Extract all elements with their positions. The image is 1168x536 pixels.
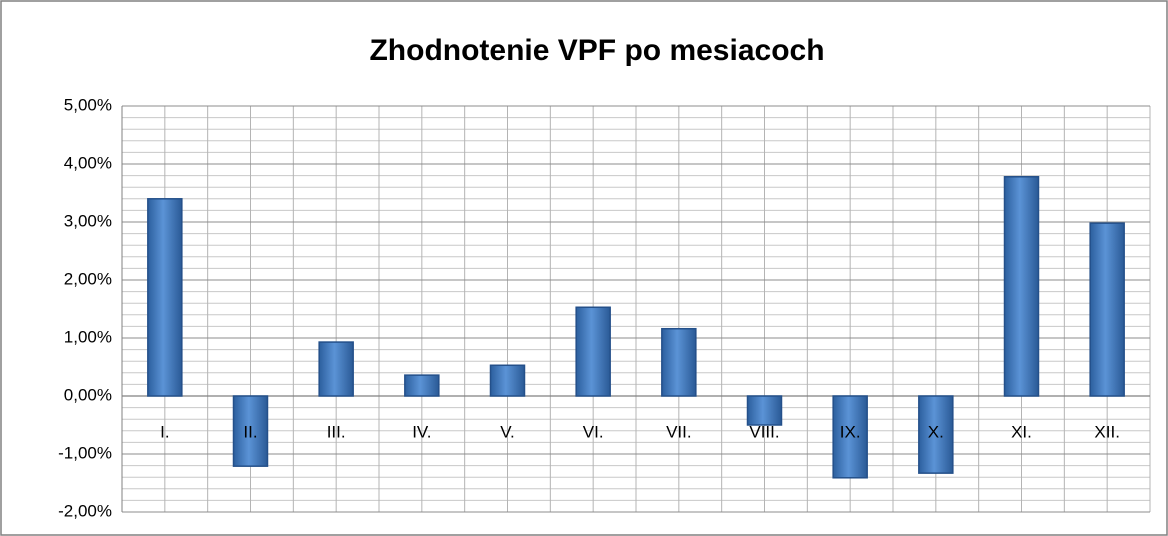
x-tick-label: X. xyxy=(928,422,944,441)
y-tick-label: 0,00% xyxy=(64,385,112,404)
x-tick-label: VIII. xyxy=(749,422,779,441)
x-tick-label: V. xyxy=(500,422,515,441)
bar xyxy=(832,395,868,479)
y-tick-label: 5,00% xyxy=(64,95,112,114)
x-tick-label: IV. xyxy=(412,422,431,441)
bar xyxy=(489,364,526,397)
x-tick-label: III. xyxy=(327,422,346,441)
x-tick-label: XI. xyxy=(1011,422,1032,441)
bar xyxy=(232,395,269,467)
x-tick-label: IX. xyxy=(840,422,861,441)
grid xyxy=(121,105,1151,513)
bar xyxy=(746,395,783,426)
y-tick-label: 2,00% xyxy=(64,269,112,288)
bar xyxy=(575,306,611,397)
bar xyxy=(918,395,954,474)
bar xyxy=(1003,176,1040,397)
bar xyxy=(318,341,354,397)
y-tick-label: -2,00% xyxy=(58,501,112,520)
y-tick-label: 4,00% xyxy=(64,153,112,172)
x-tick-label: II. xyxy=(243,422,257,441)
x-tick-label: VI. xyxy=(583,422,604,441)
y-tick-label: 1,00% xyxy=(64,327,112,346)
x-tick-label: I. xyxy=(160,422,169,441)
bar xyxy=(661,327,697,397)
x-tick-label: VII. xyxy=(666,422,692,441)
y-tick-label: -1,00% xyxy=(58,443,112,462)
x-tick-label: XII. xyxy=(1094,422,1120,441)
chart-title: Zhodnotenie VPF po mesiacoch xyxy=(369,34,824,67)
bar xyxy=(1089,222,1125,397)
bar xyxy=(404,374,440,397)
y-tick-label: 3,00% xyxy=(64,211,112,230)
bar xyxy=(147,198,183,397)
